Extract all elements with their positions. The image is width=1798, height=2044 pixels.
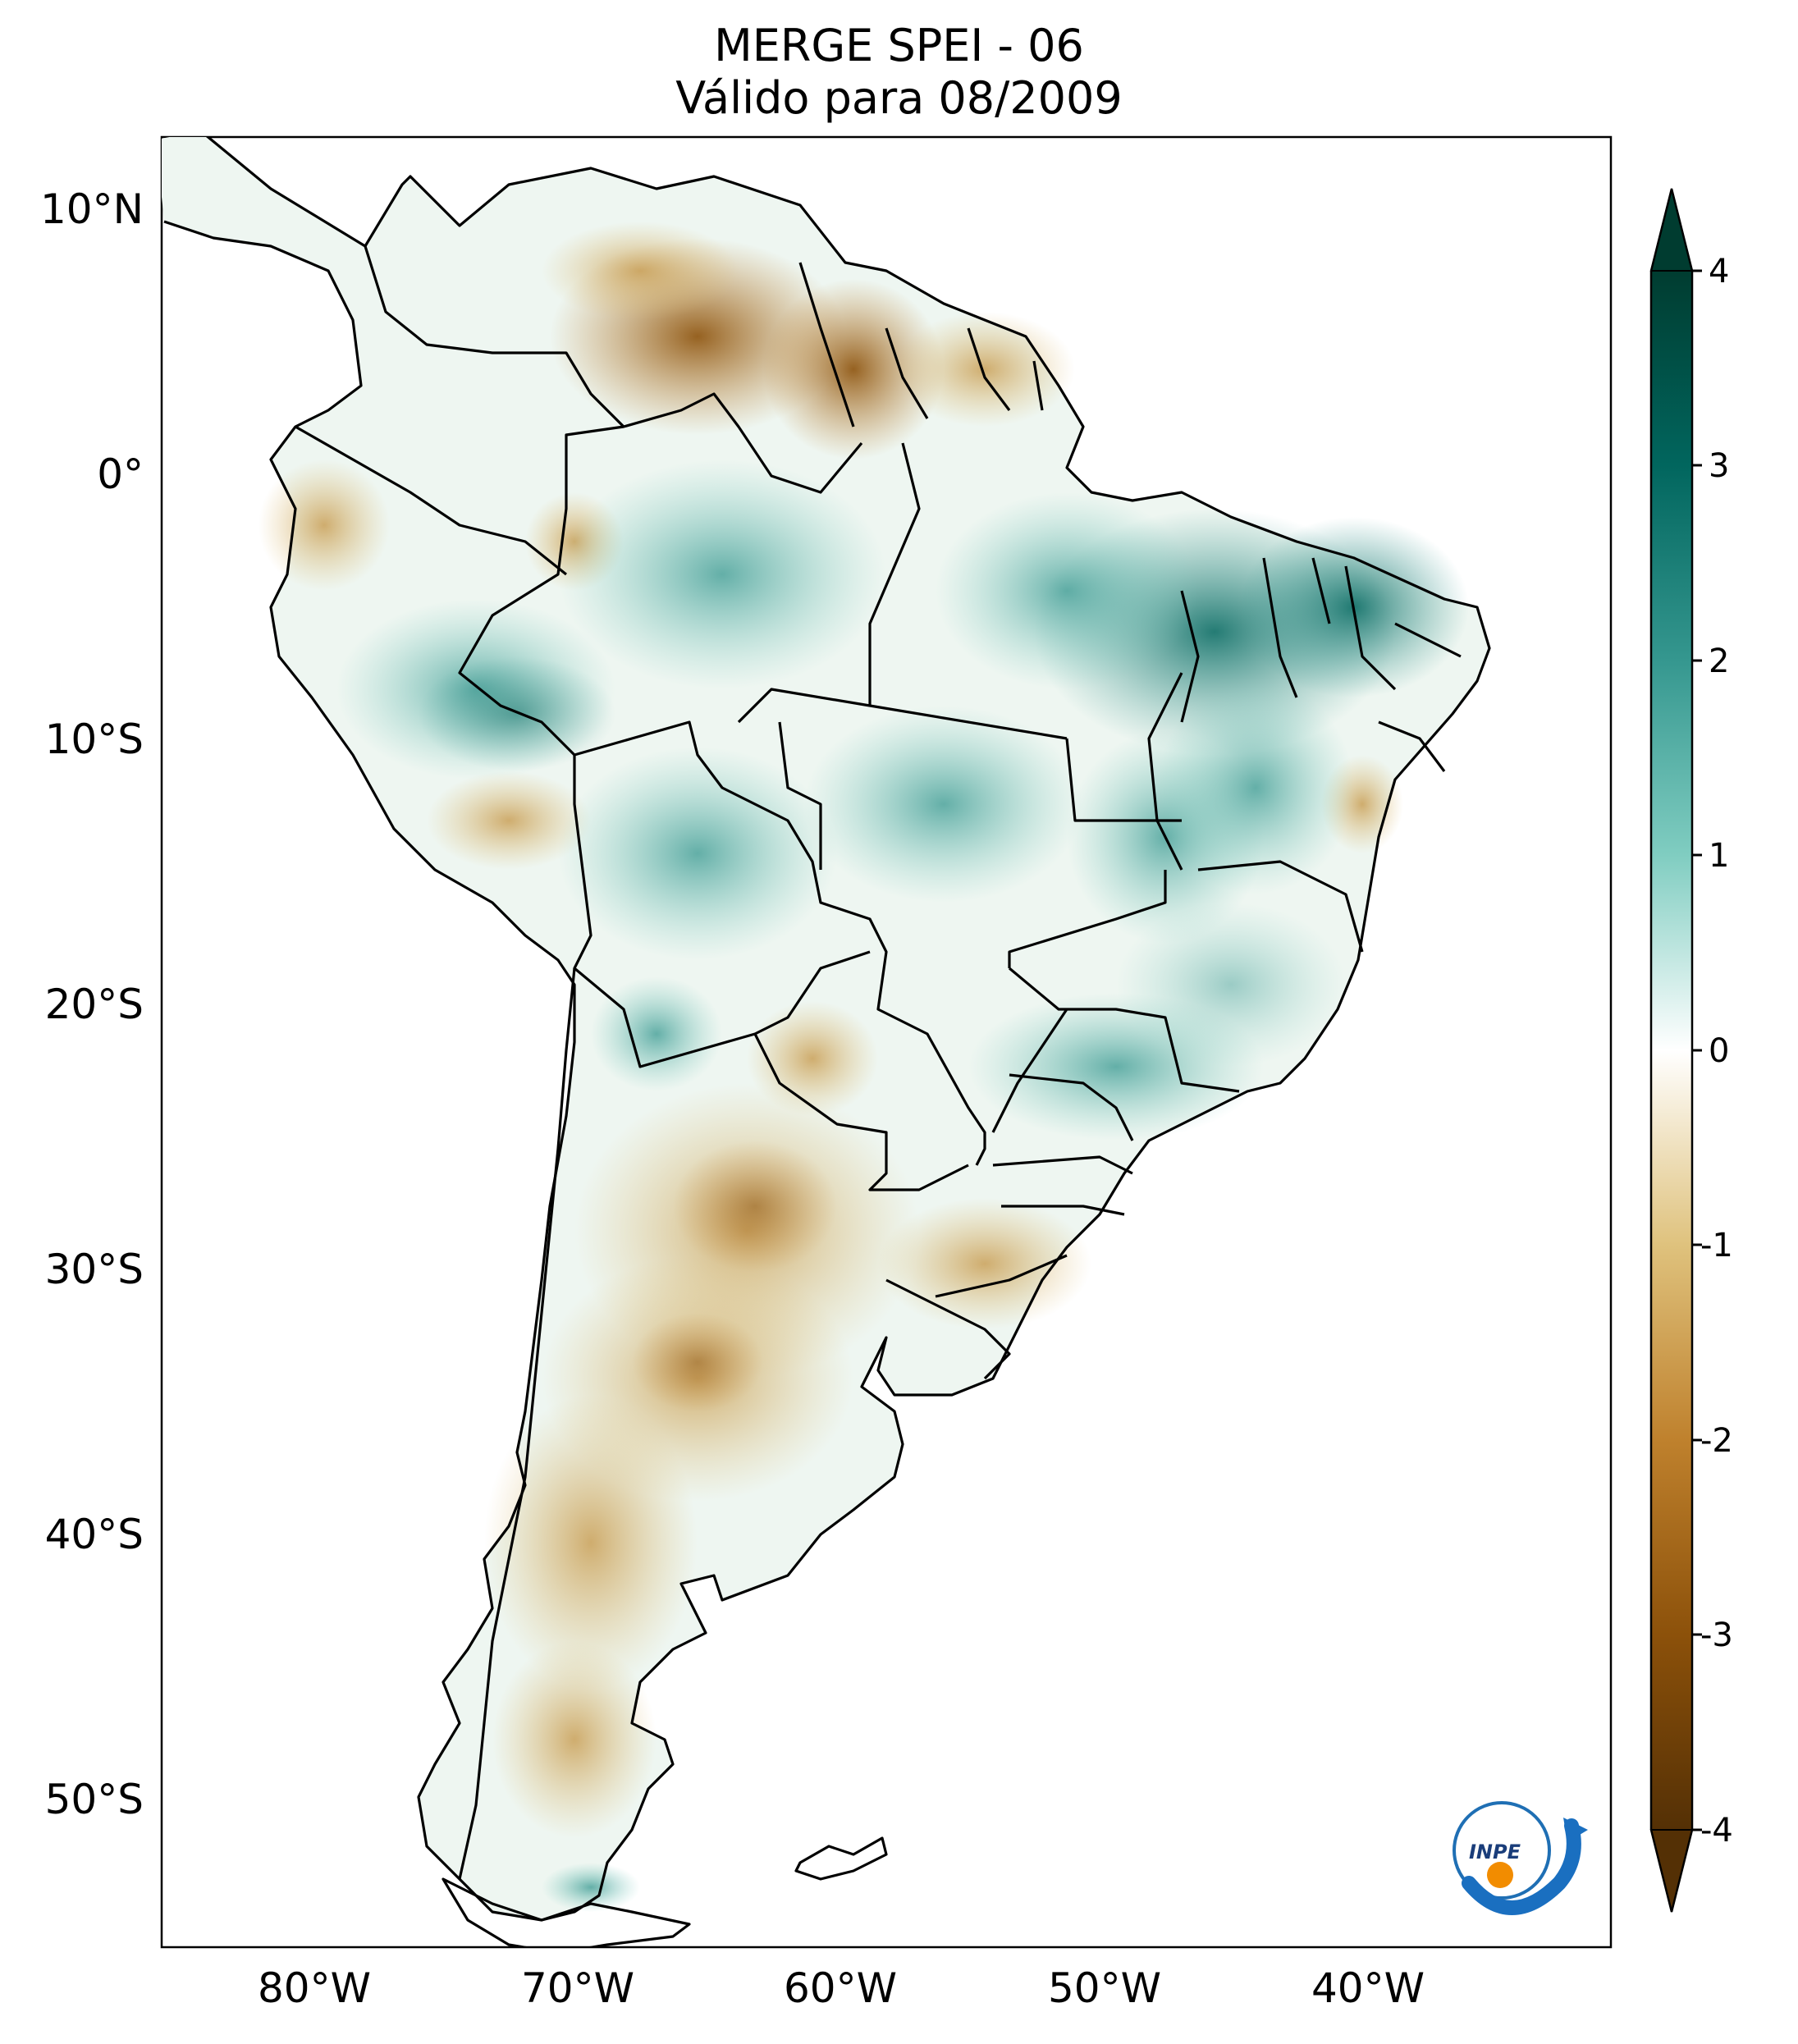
drought-ecuador [258,460,390,591]
wet-amazonas [558,460,886,689]
lon-tick-label: 70°W [521,1964,634,2012]
lat-tick-label: 40°S [45,1511,144,1558]
chile-argentina-border [458,967,576,1880]
wet-para [936,492,1198,689]
colorbar-tick-label: -3 [1700,1616,1733,1654]
drought-rio-grande-do-sul [878,1198,1091,1329]
wet-tierra-del-fuego [542,1863,640,1912]
inpe-logo: INPE [1453,1801,1588,1915]
brazil-state-borders [737,442,1462,1298]
colorbar-min-extension [1649,1829,1694,1913]
colorbar-scale [1651,271,1692,1830]
wet-mato-grosso [804,706,1083,903]
colorbar-tick-label: 2 [1709,642,1729,680]
wet-acre [419,656,615,771]
longitude-axis: 80°W 70°W 60°W 50°W 40°W [258,1964,1425,2012]
tierra-del-fuego [441,1877,691,1947]
falkland-islands [794,1836,888,1881]
drought-peru [427,771,591,870]
lat-tick-label: 30°S [45,1246,144,1293]
colorbar-tick-label: 1 [1709,837,1729,875]
lat-tick-label: 20°S [45,981,144,1028]
colorbar-tick-label: -4 [1700,1812,1733,1850]
wet-bolivia-south [591,976,722,1091]
colorbar-ticks [1692,269,1702,1831]
map-subtitle: Válido para 08/2009 [675,72,1123,124]
map-plot-area [162,137,1491,1947]
venezuela-colombia-border [364,245,625,428]
brazil-west-border [458,392,986,1166]
lat-tick-label: 10°S [45,716,144,763]
colorbar-tick-label: -1 [1700,1227,1733,1264]
map-title: MERGE SPEI - 06 [714,20,1084,71]
wet-bahia-west [1157,681,1354,894]
colorbar-max-extension [1649,188,1694,272]
lon-tick-label: 40°W [1311,1964,1425,2012]
lat-tick-label: 50°S [45,1776,144,1823]
bolivia-border [573,755,871,1068]
lat-tick-label: 0° [97,450,144,498]
wet-minas-gerais [1116,903,1346,1067]
guiana-borders [798,262,1044,428]
continent-outline [163,137,1491,1922]
colorbar: 4 3 2 1 0 -1 -2 -3 -4 [1649,188,1733,1913]
uruguay-border [885,1278,1011,1380]
drought-south-patagonia [492,1641,657,1838]
drought-pampas-core [632,1313,763,1411]
lon-tick-label: 60°W [784,1964,897,2012]
latitude-axis: 10°N 0° 10°S 20°S 30°S 40°S 50°S [40,185,144,1823]
peru-colombia-border [295,425,567,576]
drought-patagonia [484,1395,698,1690]
drought-venezuela-north [542,222,739,320]
colorbar-tick-label: 0 [1709,1032,1729,1070]
colorbar-tick-label: 3 [1709,447,1729,485]
lon-tick-label: 50°W [1048,1964,1161,2012]
drought-argentina-core [673,1141,837,1272]
colorbar-tick-label: 4 [1709,253,1729,290]
spei-field [258,222,1469,1912]
wet-bolivia [558,747,837,960]
paraguay-border [753,1033,969,1191]
colorbar-tick-label: -2 [1700,1422,1733,1460]
lat-tick-label: 10°N [40,185,144,233]
drought-guyana [763,279,944,460]
political-borders [163,137,1491,1947]
lon-tick-label: 80°W [258,1964,371,2012]
inpe-logo-text: INPE [1469,1841,1521,1863]
